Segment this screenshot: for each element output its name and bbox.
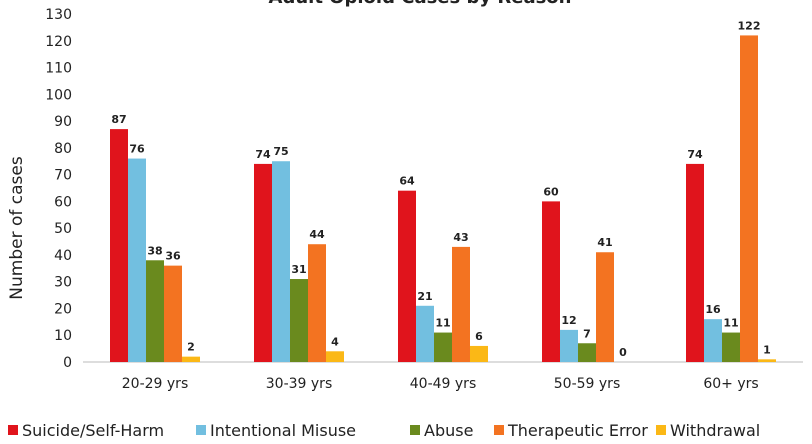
- legend-swatch: [494, 425, 504, 435]
- data-label: 43: [453, 231, 468, 244]
- legend-swatch: [196, 425, 206, 435]
- legend-label: Therapeutic Error: [507, 421, 648, 440]
- data-label: 74: [687, 148, 703, 161]
- chart-title: Adult Opioid Cases by Reason: [269, 0, 572, 8]
- bar: [146, 260, 164, 362]
- data-label: 64: [399, 175, 415, 188]
- y-tick-label: 10: [54, 328, 72, 344]
- bar: [452, 246, 470, 362]
- y-axis-label: Number of cases: [7, 156, 27, 300]
- legend-swatch: [8, 425, 18, 435]
- bar: [398, 190, 416, 362]
- y-tick-label: 100: [45, 87, 72, 103]
- bar: [182, 356, 200, 362]
- y-tick-label: 60: [54, 194, 72, 210]
- y-tick-label: 20: [54, 301, 72, 317]
- bar: [272, 161, 290, 362]
- x-tick-label: 30-39 yrs: [266, 376, 332, 392]
- bar: [686, 163, 704, 362]
- data-label: 122: [738, 19, 761, 32]
- y-tick-label: 0: [63, 355, 72, 371]
- y-tick-label: 110: [45, 61, 72, 77]
- data-label: 74: [255, 148, 271, 161]
- bar: [578, 343, 596, 362]
- bar: [722, 332, 740, 362]
- data-label: 38: [147, 244, 162, 257]
- legend-label: Suicide/Self-Harm: [22, 421, 164, 440]
- data-label: 2: [187, 341, 195, 354]
- bar: [416, 305, 434, 362]
- data-label: 41: [597, 236, 612, 249]
- data-label: 0: [619, 346, 627, 359]
- y-tick-label: 120: [45, 34, 72, 50]
- data-label: 11: [435, 317, 450, 330]
- legend-label: Abuse: [424, 421, 473, 440]
- data-label: 16: [705, 303, 721, 316]
- data-label: 60: [543, 185, 559, 198]
- bar: [758, 359, 776, 362]
- bar: [254, 163, 272, 362]
- bar: [740, 35, 758, 363]
- data-label: 7: [583, 327, 591, 340]
- bar: [290, 279, 308, 362]
- bar: [326, 351, 344, 362]
- data-label: 87: [111, 113, 126, 126]
- y-tick-label: 50: [54, 221, 72, 237]
- y-tick-label: 90: [54, 114, 72, 130]
- data-label: 6: [475, 330, 483, 343]
- y-tick-label: 130: [45, 7, 72, 23]
- bar: [110, 129, 128, 362]
- data-label: 76: [129, 143, 145, 156]
- bar: [470, 345, 488, 362]
- y-tick-label: 40: [54, 248, 72, 264]
- legend-swatch: [656, 425, 666, 435]
- x-tick-label: 60+ yrs: [703, 376, 758, 392]
- bar: [560, 329, 578, 362]
- bar: [308, 244, 326, 362]
- data-label: 31: [291, 263, 306, 276]
- bar: [128, 158, 146, 362]
- bar: [704, 319, 722, 362]
- bar: [164, 265, 182, 362]
- data-label: 11: [723, 317, 738, 330]
- y-tick-label: 80: [54, 141, 72, 157]
- data-label: 12: [561, 314, 576, 327]
- y-tick-label: 30: [54, 275, 72, 291]
- legend-label: Intentional Misuse: [210, 421, 356, 440]
- data-label: 1: [763, 343, 771, 356]
- bar: [596, 252, 614, 362]
- legend-label: Withdrawal: [670, 421, 760, 440]
- x-tick-label: 20-29 yrs: [122, 376, 188, 392]
- data-label: 21: [417, 290, 432, 303]
- bar: [434, 332, 452, 362]
- legend-swatch: [410, 425, 420, 435]
- bar: [542, 201, 560, 362]
- x-tick-label: 50-59 yrs: [554, 376, 620, 392]
- data-label: 4: [331, 335, 339, 348]
- x-tick-label: 40-49 yrs: [410, 376, 476, 392]
- data-label: 75: [273, 145, 288, 158]
- data-label: 36: [165, 250, 181, 263]
- y-tick-label: 70: [54, 168, 72, 184]
- data-label: 44: [309, 228, 325, 241]
